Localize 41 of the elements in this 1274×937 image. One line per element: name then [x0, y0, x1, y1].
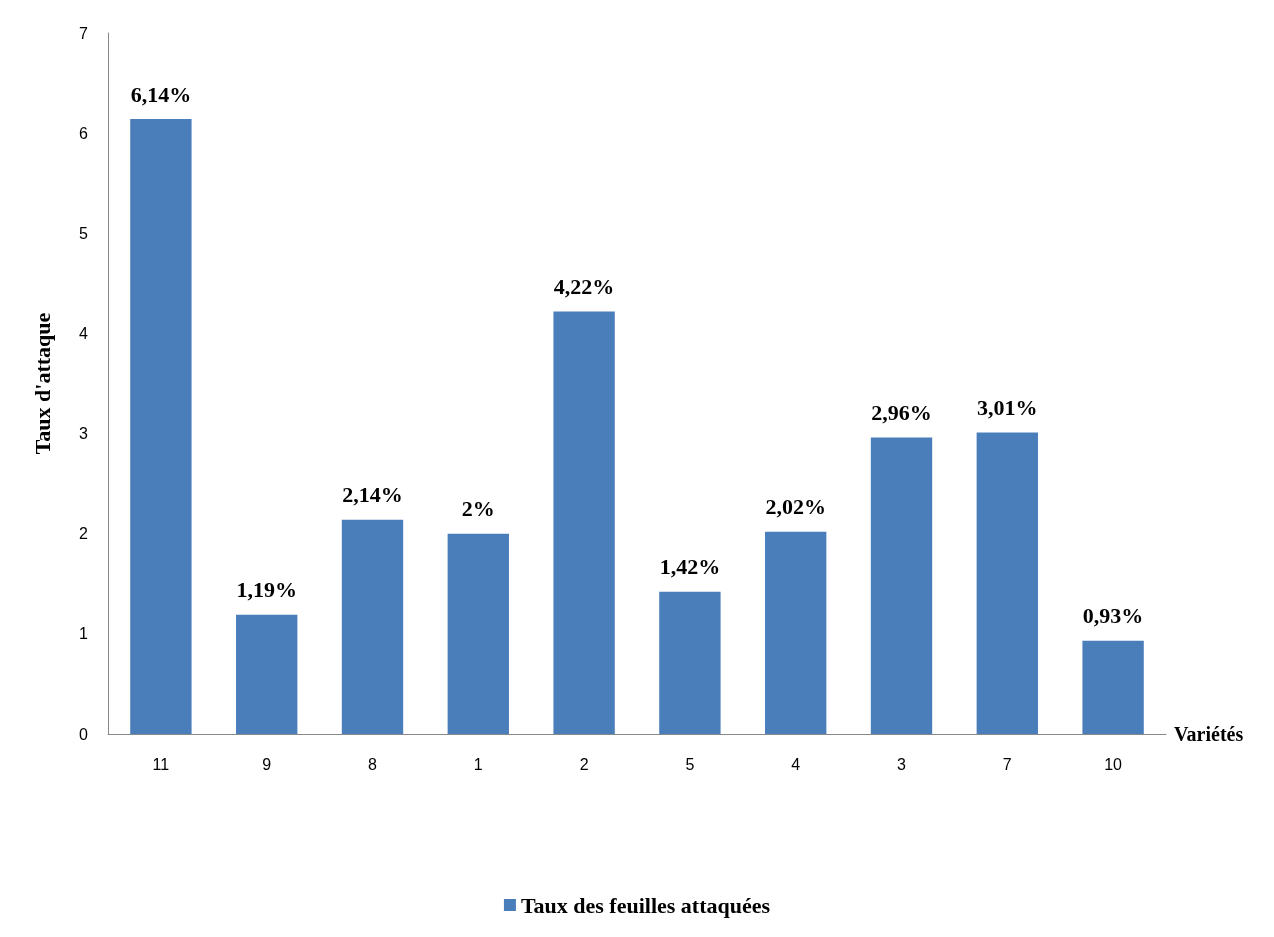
y-tick-label: 0	[79, 725, 89, 743]
data-label: 1,19%	[236, 577, 297, 603]
x-tick-label: 2	[579, 755, 589, 773]
bar	[553, 311, 615, 734]
bar	[870, 437, 933, 734]
bar	[765, 531, 827, 734]
bar	[341, 519, 404, 734]
y-tick-label: 1	[79, 625, 89, 643]
data-label: 3,01%	[977, 395, 1038, 421]
legend-label: Taux des feuilles attaquées	[520, 892, 771, 918]
x-axis-title: Variétés	[1174, 723, 1244, 745]
x-tick-label: 9	[262, 755, 272, 773]
y-tick-label: 3	[79, 425, 89, 443]
data-label: 2,96%	[871, 400, 932, 426]
x-tick-label: 10	[1104, 755, 1123, 773]
data-label: 2%	[461, 496, 495, 522]
x-tick-label: 1	[473, 755, 483, 773]
data-label: 2,02%	[765, 494, 826, 520]
y-tick-label: 2	[79, 525, 89, 543]
x-tick-label: 11	[152, 755, 170, 773]
x-tick-label: 5	[685, 755, 695, 773]
x-tick-label: 8	[368, 755, 378, 773]
x-tick-label: 7	[1002, 755, 1012, 773]
y-tick-label: 7	[79, 24, 89, 42]
data-label: 4,22%	[553, 273, 615, 299]
bar	[447, 533, 509, 734]
bar	[976, 432, 1038, 734]
bar	[236, 614, 298, 734]
y-tick-label: 4	[79, 324, 89, 342]
x-tick-label: 3	[897, 755, 907, 773]
data-label: 6,14%	[130, 81, 192, 107]
data-label: 0,93%	[1082, 603, 1144, 629]
x-tick-label: 4	[791, 755, 801, 773]
bar	[659, 591, 721, 734]
data-label: 2,14%	[342, 482, 403, 508]
bar	[130, 119, 192, 734]
y-tick-label: 6	[79, 124, 89, 142]
y-axis-title: Taux d'attaque	[29, 312, 55, 455]
data-label: 1,42%	[659, 554, 721, 580]
y-tick-label: 5	[79, 224, 89, 242]
bar	[1082, 640, 1144, 734]
